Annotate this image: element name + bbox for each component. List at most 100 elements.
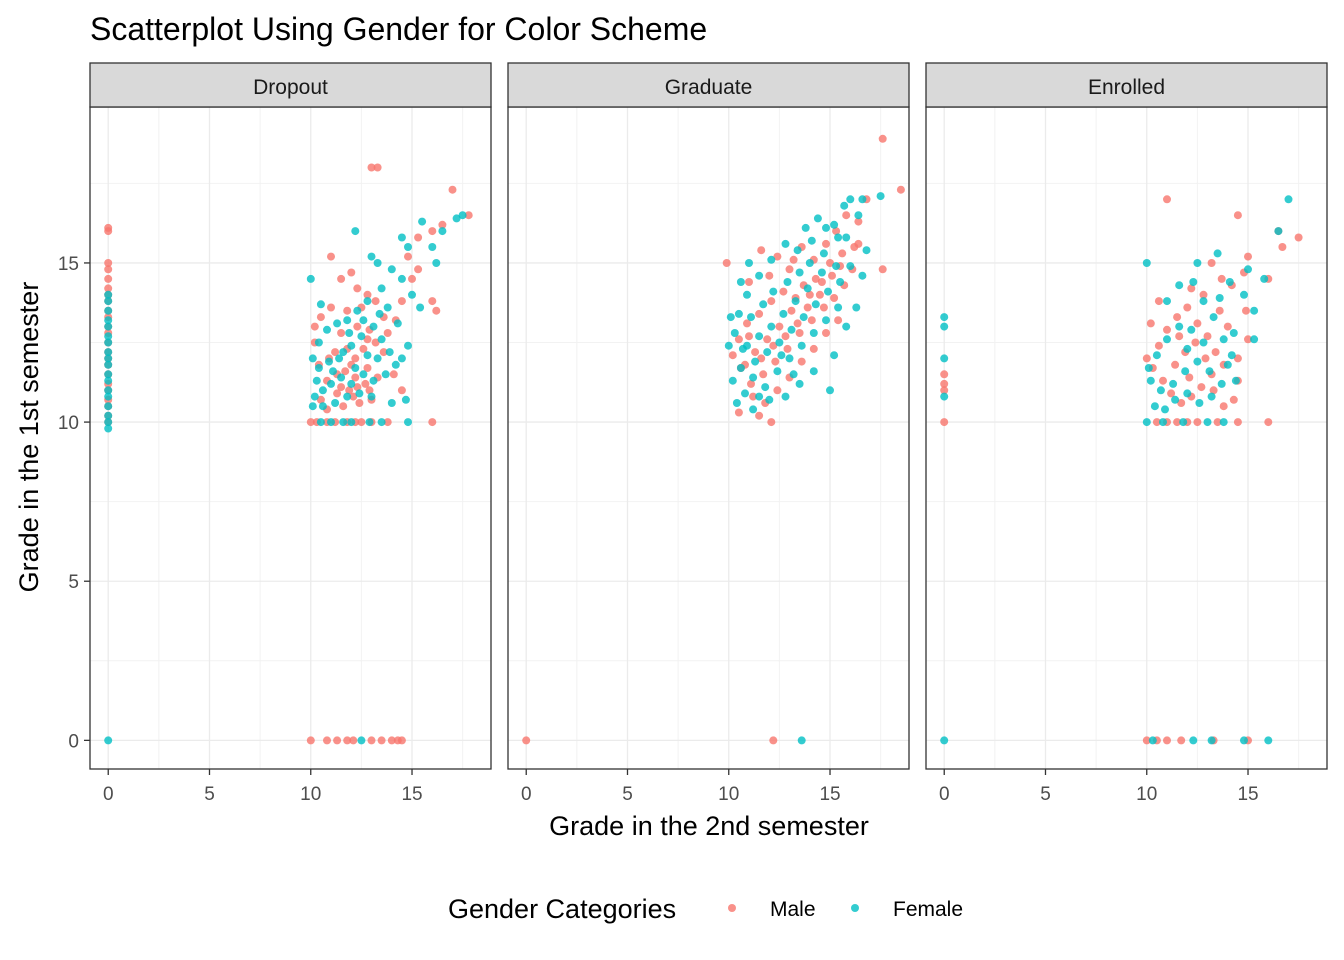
data-point: [1177, 399, 1186, 407]
facet-strip: [925, 62, 1328, 108]
data-point: [377, 736, 386, 745]
data-point: [1244, 265, 1252, 274]
data-point: [397, 736, 406, 745]
data-point: [773, 367, 782, 376]
data-point: [1185, 373, 1194, 382]
data-point: [393, 319, 402, 328]
data-point: [308, 354, 317, 363]
data-point: [1152, 351, 1161, 360]
data-point: [104, 297, 113, 306]
data-point: [104, 259, 113, 267]
data-point: [428, 227, 437, 236]
data-point: [876, 192, 885, 201]
data-point: [1187, 325, 1196, 334]
data-point: [383, 329, 392, 337]
data-point: [339, 348, 348, 357]
series-female: [940, 195, 1293, 745]
data-point: [337, 274, 346, 283]
data-point: [755, 332, 764, 341]
data-point: [773, 252, 782, 261]
data-point: [1231, 376, 1240, 385]
data-point: [343, 392, 352, 401]
data-point: [777, 351, 786, 360]
data-point: [353, 306, 362, 315]
data-point: [367, 392, 376, 401]
data-point: [1211, 348, 1220, 357]
data-point: [404, 341, 412, 350]
data-point: [1142, 736, 1151, 745]
data-point: [1175, 281, 1184, 290]
data-point: [391, 360, 400, 369]
data-point: [822, 329, 830, 337]
data-point: [747, 379, 755, 388]
data-point: [345, 329, 354, 337]
data-point: [331, 399, 340, 407]
data-point: [1207, 259, 1216, 267]
data-point: [369, 376, 378, 385]
x-tick-label: 0: [521, 784, 532, 805]
data-point: [306, 274, 315, 283]
data-point: [822, 316, 830, 325]
data-point: [1197, 383, 1206, 392]
data-point: [1233, 211, 1242, 220]
data-point: [730, 329, 739, 337]
data-point: [1177, 736, 1186, 745]
data-point: [1159, 418, 1167, 427]
data-point: [414, 233, 423, 242]
data-point: [858, 195, 867, 204]
data-point: [1229, 395, 1238, 404]
y-tick-label: 15: [58, 254, 79, 275]
data-point: [1189, 736, 1198, 745]
data-point: [749, 373, 758, 382]
data-point: [104, 332, 113, 341]
data-point: [377, 418, 386, 427]
data-point: [846, 195, 855, 204]
data-point: [104, 424, 113, 433]
data-point: [940, 313, 949, 322]
panel-background: [508, 107, 909, 769]
data-point: [775, 338, 784, 347]
data-point: [767, 297, 776, 306]
data-point: [331, 348, 340, 357]
data-point: [940, 386, 949, 395]
data-point: [359, 316, 368, 325]
data-point: [306, 736, 315, 745]
data-point: [416, 303, 425, 312]
data-point: [803, 303, 812, 312]
data-point: [771, 357, 780, 366]
data-point: [387, 265, 396, 274]
data-point: [801, 223, 810, 232]
data-point: [809, 367, 818, 376]
data-point: [1146, 376, 1155, 385]
data-point: [1142, 418, 1151, 427]
data-point: [1215, 306, 1224, 315]
data-point: [104, 338, 113, 347]
data-point: [323, 325, 331, 334]
data-point: [104, 265, 113, 274]
data-point: [1144, 364, 1153, 372]
data-point: [367, 252, 376, 261]
data-point: [1142, 354, 1151, 363]
data-point: [749, 392, 758, 401]
data-point: [1294, 233, 1303, 242]
data-point: [353, 383, 362, 392]
data-point: [404, 252, 412, 261]
data-point: [807, 236, 816, 245]
data-point: [1154, 297, 1163, 306]
data-point: [854, 239, 863, 248]
data-point: [448, 185, 457, 194]
data-point: [327, 379, 335, 388]
data-point: [824, 287, 832, 296]
data-point: [373, 354, 382, 363]
data-point: [793, 246, 802, 255]
data-point: [306, 418, 315, 427]
data-point: [822, 223, 830, 232]
data-point: [347, 379, 356, 388]
data-point: [367, 163, 376, 172]
data-point: [351, 227, 360, 236]
data-point: [763, 335, 772, 344]
data-point: [379, 348, 388, 357]
data-point: [316, 418, 325, 427]
data-point: [104, 354, 113, 363]
data-point: [858, 271, 867, 280]
